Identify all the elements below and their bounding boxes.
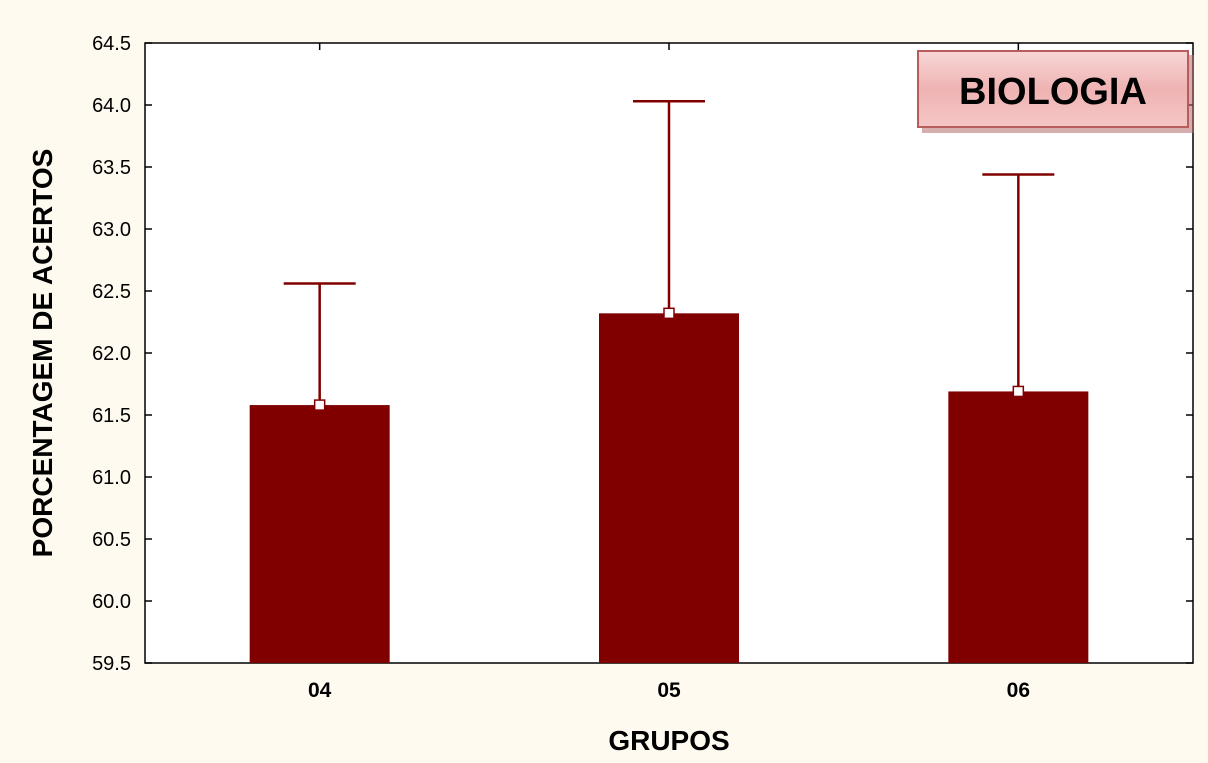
y-tick-label: 64.5 [92, 33, 131, 55]
bar-06 [948, 391, 1089, 663]
x-tick-label: 05 [657, 679, 681, 702]
mean-marker-04 [313, 399, 326, 411]
y-tick-label: 61.5 [92, 405, 131, 427]
badge-box [917, 50, 1189, 128]
y-axis: 59.5 60.0 60.5 61.0 61.5 62.0 62.5 63.0 63.5 64.0… [92, 33, 1193, 675]
y-tick-label: 60.0 [92, 591, 131, 613]
y-tick-label: 61.0 [92, 467, 131, 489]
mean-marker-05 [663, 307, 675, 320]
y-axis-title: PORCENTAGEM DE ACERTOS [27, 149, 58, 558]
y-tick-label: 62.0 [92, 343, 131, 365]
bar-04 [249, 405, 390, 663]
y-tick-label: 59.5 [92, 653, 131, 675]
subject-badge: BIOLOGIA [917, 50, 1194, 133]
mean-marker-06 [1012, 385, 1025, 398]
x-axis-title: GRUPOS [608, 725, 729, 756]
mean-markers [313, 307, 1025, 411]
y-tick-label: 63.5 [92, 157, 131, 179]
badge-label: BIOLOGIA [959, 71, 1147, 113]
y-tick-label: 62.5 [92, 281, 131, 303]
bars [249, 313, 1089, 663]
x-tick-label: 04 [308, 679, 332, 702]
bar-05 [599, 313, 739, 663]
x-axis: 04 05 06 [308, 43, 1030, 702]
error-bars [283, 100, 1055, 406]
x-tick-label: 06 [1007, 679, 1030, 702]
y-tick-label: 60.5 [92, 529, 131, 551]
y-tick-label: 64.0 [92, 95, 131, 117]
y-tick-label: 63.0 [92, 219, 131, 241]
